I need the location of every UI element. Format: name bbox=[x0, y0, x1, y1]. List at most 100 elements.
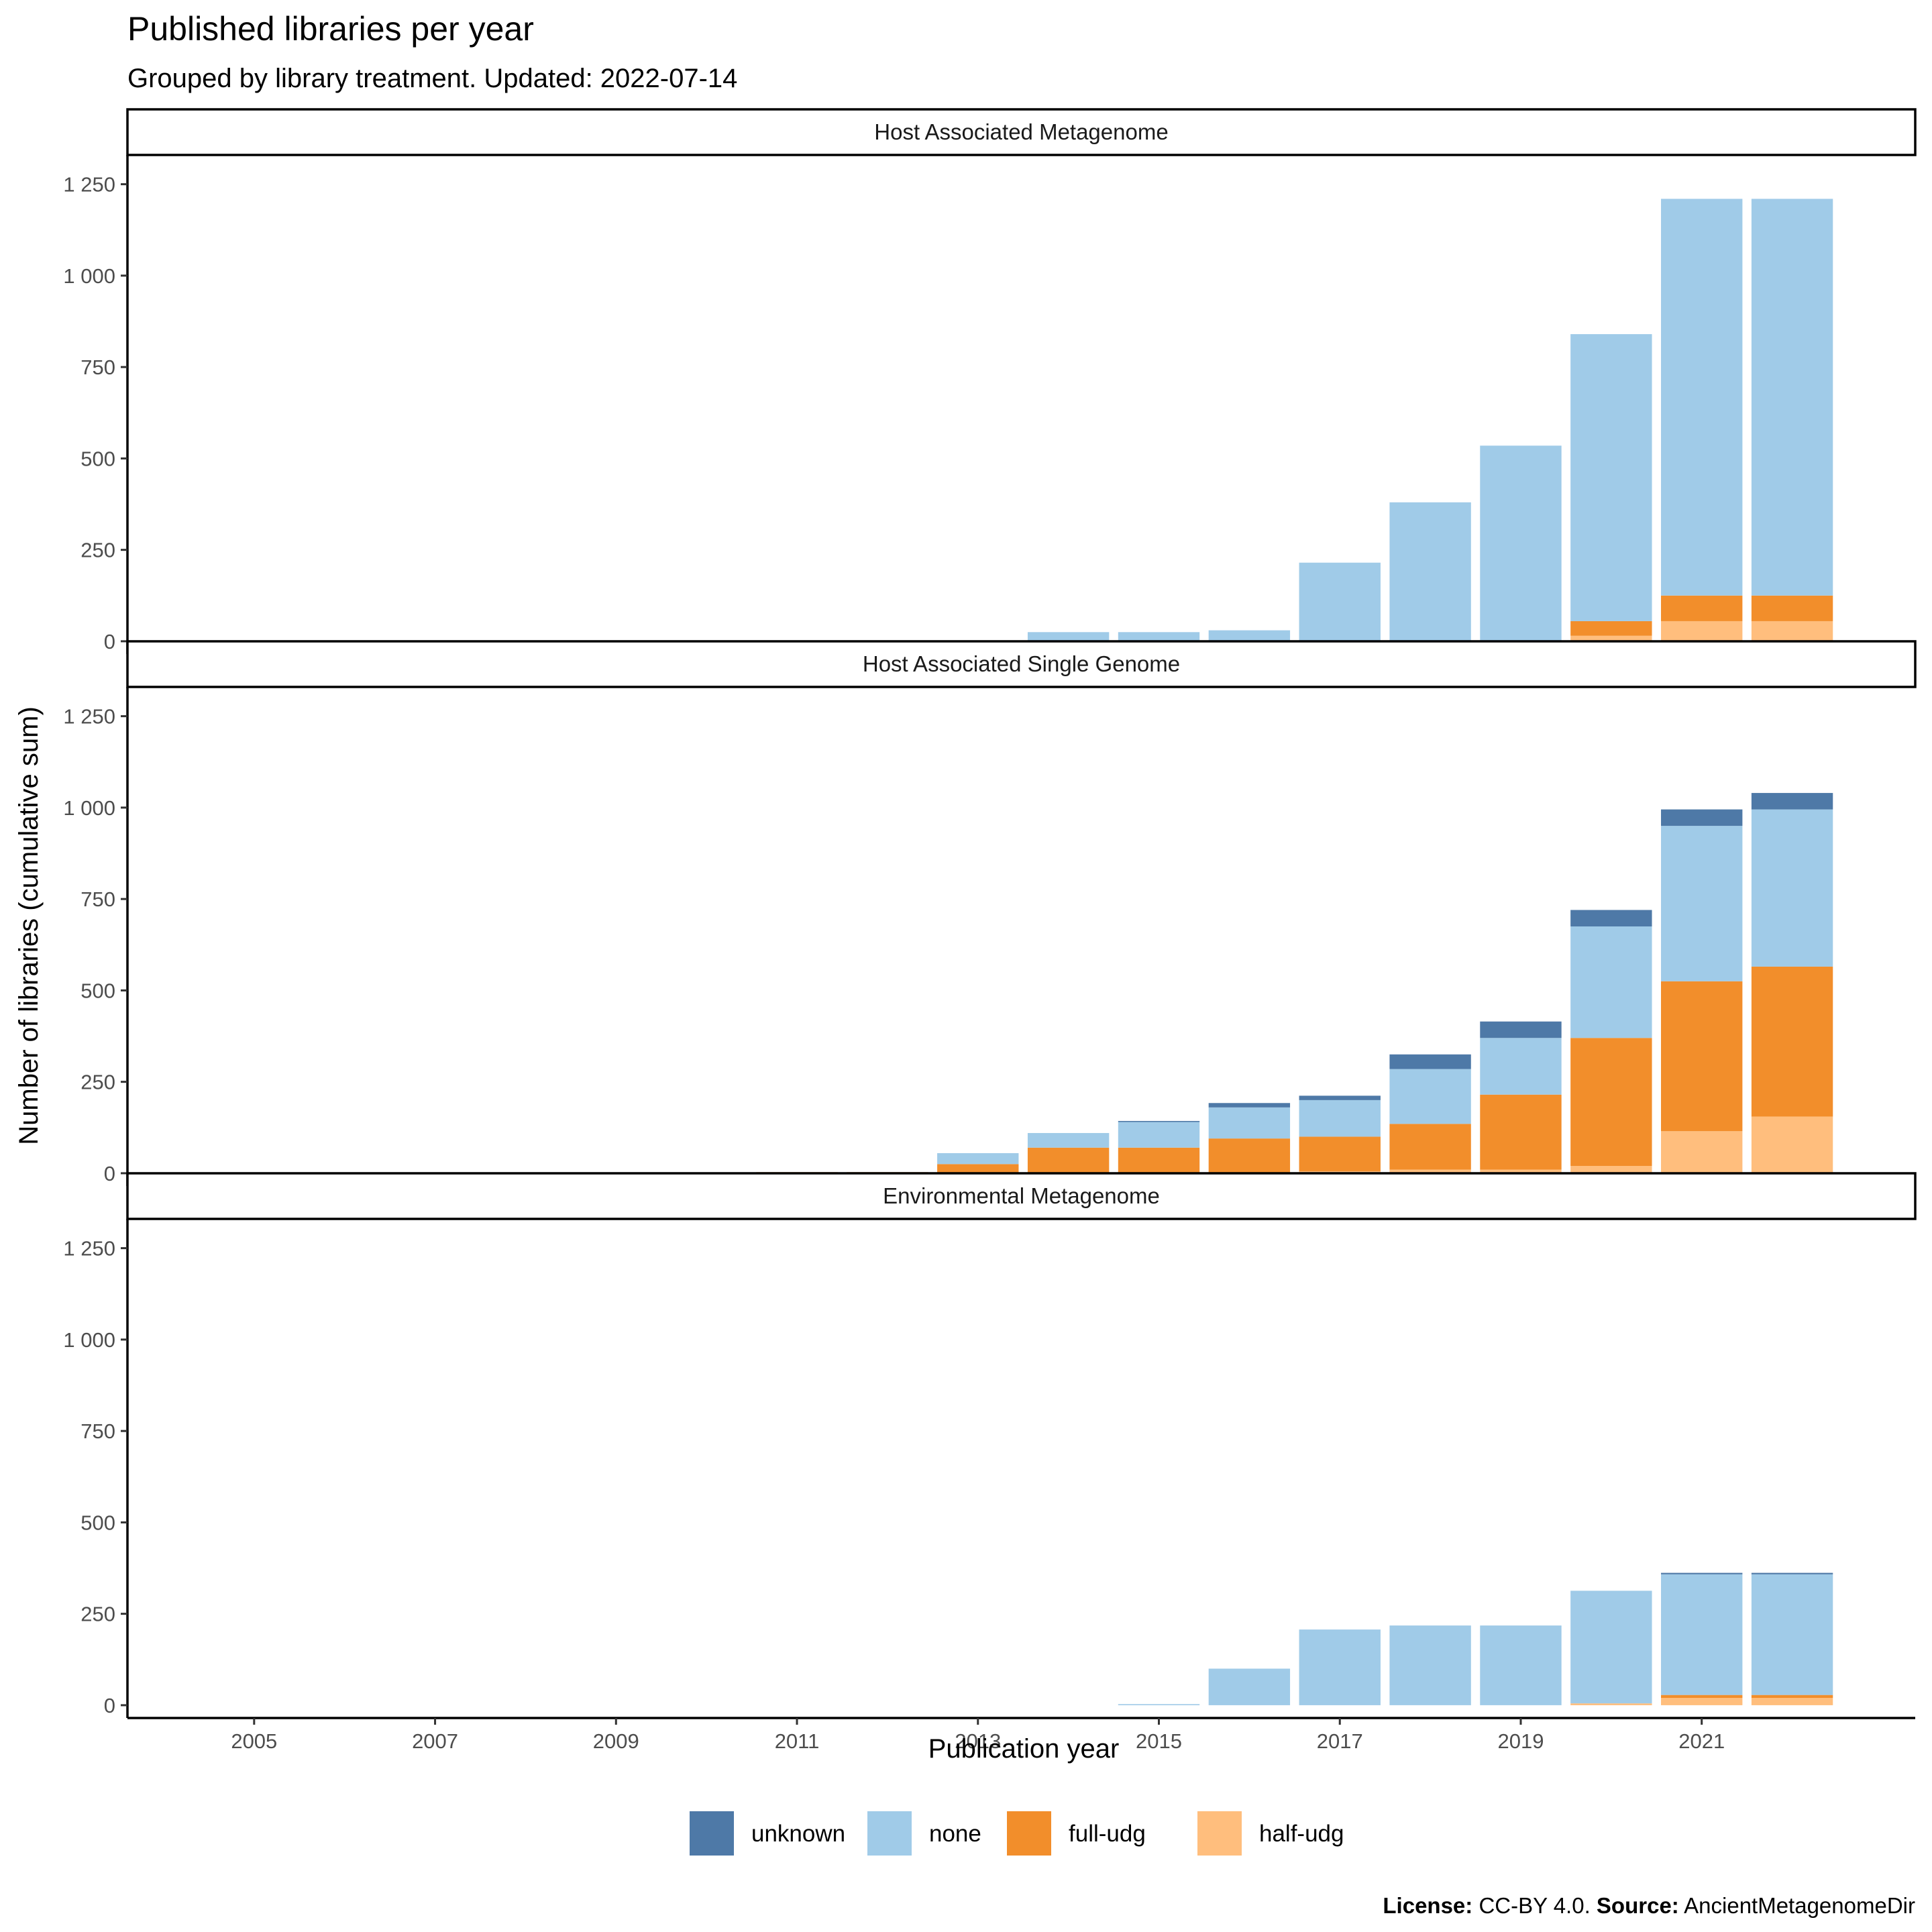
panel-1: Host Associated Metagenome 0 250 500 750 1 00… bbox=[63, 108, 1917, 654]
bar-full-udg-2018 bbox=[1389, 1124, 1471, 1170]
legend-key-full-udg bbox=[1007, 1811, 1051, 1856]
bar-unknown-2016 bbox=[1208, 1103, 1291, 1108]
y-axis-title: Number of libraries (cumulative sum) bbox=[14, 706, 44, 1145]
bar-full-udg-2022 bbox=[1751, 966, 1833, 1117]
bar-unknown-2020 bbox=[1570, 910, 1652, 927]
x-tick-label: 2005 bbox=[231, 1729, 277, 1753]
bar-half-udg-2018 bbox=[1389, 1169, 1471, 1173]
legend-key-half-udg bbox=[1197, 1811, 1242, 1856]
y-tick-label: 1 000 bbox=[63, 796, 115, 820]
bar-none-2014 bbox=[1027, 632, 1110, 641]
y-tick-label: 0 bbox=[104, 1694, 115, 1717]
caption-source-value: AncientMetagenomeDir bbox=[1679, 1893, 1915, 1918]
bar-none-2020 bbox=[1570, 334, 1652, 621]
x-tick-label: 2007 bbox=[412, 1729, 458, 1753]
panel-2: Host Associated Single Genome 0 250 500 750 1… bbox=[63, 640, 1917, 1186]
bar-half-udg-2019 bbox=[1480, 1169, 1562, 1173]
y-tick-label: 1 000 bbox=[63, 1328, 115, 1352]
bar-none-2017 bbox=[1299, 562, 1381, 641]
bar-unknown-2015 bbox=[1118, 1120, 1200, 1122]
bar-none-2020 bbox=[1570, 926, 1652, 1038]
bar-none-2019 bbox=[1480, 445, 1562, 641]
bar-none-2020 bbox=[1570, 1591, 1652, 1704]
bar-none-2015 bbox=[1118, 1704, 1200, 1705]
bar-none-2017 bbox=[1299, 1629, 1381, 1705]
bar-full-udg-2016 bbox=[1208, 1138, 1291, 1173]
facet-strip bbox=[126, 1172, 1917, 1220]
chart-subtitle: Grouped by library treatment. Updated: 2… bbox=[127, 64, 737, 93]
bar-unknown-2017 bbox=[1299, 1095, 1381, 1100]
x-tick-label: 2021 bbox=[1678, 1729, 1725, 1753]
bar-half-udg-2020 bbox=[1570, 635, 1652, 641]
bar-none-2019 bbox=[1480, 1038, 1562, 1095]
bar-half-udg-2022 bbox=[1751, 1116, 1833, 1173]
y-tick-label: 0 bbox=[104, 1162, 115, 1185]
bar-none-2021 bbox=[1661, 1574, 1743, 1695]
y-tick-label: 250 bbox=[80, 1071, 115, 1094]
bar-none-2016 bbox=[1208, 1668, 1291, 1705]
bar-unknown-2022 bbox=[1751, 793, 1833, 810]
bar-none-2013 bbox=[937, 1152, 1019, 1165]
x-tick-label: 2017 bbox=[1317, 1729, 1363, 1753]
bar-none-2014 bbox=[1027, 1132, 1110, 1148]
chart-title: Published libraries per year bbox=[127, 10, 534, 48]
legend-label-none: none bbox=[929, 1821, 981, 1847]
bar-full-udg-2020 bbox=[1570, 1038, 1652, 1167]
bar-half-udg-2021 bbox=[1661, 1131, 1743, 1173]
bar-unknown-2022 bbox=[1751, 1572, 1833, 1574]
y-tick-label: 750 bbox=[80, 1419, 115, 1443]
caption: License: CC-BY 4.0. Source: AncientMetag… bbox=[1383, 1893, 1915, 1918]
x-tick-label: 2019 bbox=[1497, 1729, 1544, 1753]
bar-unknown-2018 bbox=[1389, 1054, 1471, 1069]
y-tick-label: 250 bbox=[80, 539, 115, 562]
y-tick-label: 500 bbox=[80, 1511, 115, 1534]
bar-none-2017 bbox=[1299, 1099, 1381, 1137]
x-tick-label: 2011 bbox=[775, 1729, 820, 1753]
bar-half-udg-2020 bbox=[1570, 1703, 1652, 1705]
bar-none-2022 bbox=[1751, 1574, 1833, 1695]
bar-unknown-2019 bbox=[1480, 1021, 1562, 1038]
bar-none-2018 bbox=[1389, 1069, 1471, 1124]
x-tick-label: 2015 bbox=[1136, 1729, 1182, 1753]
bar-none-2015 bbox=[1118, 632, 1200, 641]
panel-3: Environmental Metagenome 0 250 500 750 1 000 1… bbox=[63, 1172, 1917, 1718]
facet-strip-label: Environmental Metagenome bbox=[883, 1183, 1160, 1208]
bar-half-udg-2022 bbox=[1751, 621, 1833, 641]
bar-none-2022 bbox=[1751, 199, 1833, 596]
facet-strip-label: Host Associated Single Genome bbox=[863, 651, 1180, 676]
bar-unknown-2021 bbox=[1661, 809, 1743, 826]
bar-none-2019 bbox=[1480, 1625, 1562, 1705]
bar-unknown-2021 bbox=[1661, 1572, 1743, 1574]
bar-full-udg-2013 bbox=[937, 1164, 1019, 1173]
y-tick-label: 1 000 bbox=[63, 264, 115, 288]
x-tick-label: 2013 bbox=[955, 1729, 1001, 1753]
caption-source-label: Source: bbox=[1597, 1893, 1679, 1918]
y-tick-label: 500 bbox=[80, 447, 115, 470]
caption-license-value: CC-BY 4.0. bbox=[1472, 1893, 1597, 1918]
x-axis: 2005 2007 2009 2011 2013 2015 2017 2019 2021 bbox=[127, 1717, 1915, 1753]
bar-none-2021 bbox=[1661, 199, 1743, 596]
bar-half-udg-2021 bbox=[1661, 621, 1743, 641]
x-tick-label: 2009 bbox=[593, 1729, 639, 1753]
y-tick-label: 1 250 bbox=[63, 705, 115, 729]
legend-label-half-udg: half-udg bbox=[1259, 1821, 1344, 1847]
bar-full-udg-2019 bbox=[1480, 1094, 1562, 1170]
bar-none-2015 bbox=[1118, 1122, 1200, 1148]
bar-full-udg-2015 bbox=[1118, 1147, 1200, 1173]
facet-panels: Host Associated Metagenome 0 250 500 750 1 00… bbox=[63, 108, 1917, 1718]
bar-none-2016 bbox=[1208, 630, 1291, 641]
bar-half-udg-2020 bbox=[1570, 1166, 1652, 1173]
caption-license-label: License: bbox=[1383, 1893, 1472, 1918]
facet-strip-label: Host Associated Metagenome bbox=[874, 119, 1168, 144]
legend-label-unknown: unknown bbox=[751, 1821, 845, 1847]
y-tick-label: 0 bbox=[104, 630, 115, 653]
bar-full-udg-2021 bbox=[1661, 981, 1743, 1132]
legend-key-unknown bbox=[690, 1811, 734, 1856]
bar-full-udg-2022 bbox=[1751, 1695, 1833, 1699]
y-tick-label: 750 bbox=[80, 356, 115, 379]
facet-strip bbox=[126, 640, 1917, 688]
y-tick-label: 1 250 bbox=[63, 173, 115, 197]
facet-strip bbox=[126, 108, 1917, 156]
legend-key-none bbox=[867, 1811, 912, 1856]
